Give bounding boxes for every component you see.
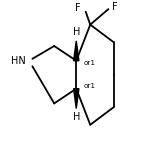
Text: HN: HN	[11, 56, 26, 66]
Text: F: F	[75, 3, 81, 13]
Text: F: F	[112, 2, 117, 12]
Polygon shape	[74, 89, 79, 109]
Polygon shape	[74, 41, 79, 61]
Text: or1: or1	[84, 83, 96, 90]
Text: H: H	[73, 112, 80, 122]
Text: or1: or1	[84, 60, 96, 66]
Text: H: H	[73, 27, 80, 37]
